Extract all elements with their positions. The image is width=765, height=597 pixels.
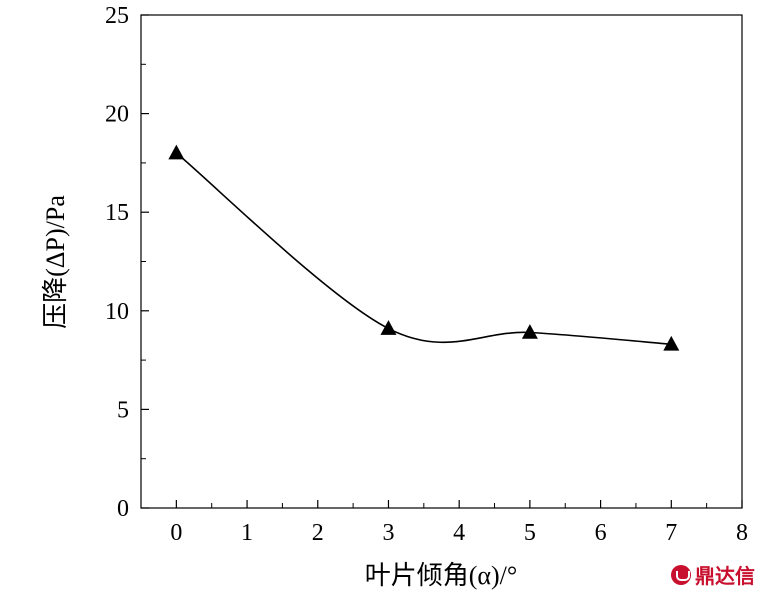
data-point-triangle — [168, 144, 185, 160]
y-tick-label: 5 — [117, 397, 129, 423]
y-tick-label: 20 — [105, 102, 129, 128]
watermark-logo-icon — [671, 564, 691, 585]
y-tick-label: 25 — [105, 3, 129, 29]
x-axis-ticks: 0 1 2 3 4 5 6 7 8 — [170, 500, 748, 546]
watermark-text: 鼎达信 — [695, 564, 755, 588]
y-tick-label: 10 — [105, 299, 129, 325]
x-tick-label: 2 — [312, 520, 324, 546]
x-tick-label: 7 — [665, 520, 677, 546]
y-tick-label: 0 — [117, 496, 129, 522]
x-tick-label: 6 — [595, 520, 607, 546]
series-layer — [168, 144, 680, 351]
y-axis-ticks: 0 5 10 15 20 25 — [105, 3, 149, 522]
data-point-triangle — [521, 324, 538, 339]
x-axis-label: 叶片倾角(α)/° — [365, 561, 518, 590]
x-tick-label: 0 — [170, 520, 182, 546]
x-tick-label: 5 — [524, 520, 536, 546]
watermark: 鼎达信 — [671, 560, 755, 589]
x-tick-label: 8 — [736, 520, 748, 546]
data-point-triangle — [380, 320, 397, 335]
plot-frame — [140, 14, 743, 509]
y-tick-label: 15 — [105, 200, 129, 226]
x-tick-label: 3 — [382, 520, 394, 546]
x-tick-label: 4 — [453, 520, 465, 546]
x-tick-label: 1 — [241, 520, 253, 546]
series-line — [175, 152, 672, 346]
data-point-triangle — [663, 335, 680, 351]
y-axis-label: 压降(ΔP)/Pa — [41, 195, 70, 329]
